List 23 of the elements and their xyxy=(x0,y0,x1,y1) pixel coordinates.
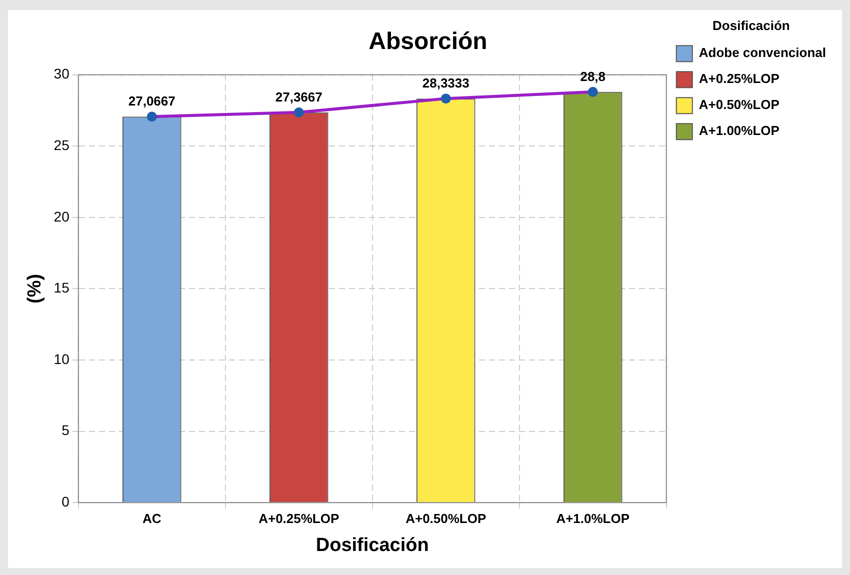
legend-label: Adobe convencional xyxy=(698,45,826,60)
chart-title: Absorción xyxy=(368,28,488,56)
x-tick-label: A+0.25%LOP xyxy=(258,510,340,526)
legend-label: A+0.25%LOP xyxy=(698,71,780,86)
x-tick-label: A+1.0%LOP xyxy=(556,510,630,526)
y-tick-label: 25 xyxy=(54,136,70,153)
x-tick-label: AC xyxy=(142,510,162,526)
x-tick-label: A+0.50%LOP xyxy=(406,510,486,526)
legend-label: A+1.00%LOP xyxy=(698,123,780,138)
y-tick-label: 0 xyxy=(62,493,70,510)
data-label: 27,3667 xyxy=(275,89,322,104)
legend-title: Dosificación xyxy=(712,18,790,34)
y-tick-label: 20 xyxy=(54,208,70,224)
legend-label: A+0.50%LOP xyxy=(698,97,780,112)
y-tick-label: 15 xyxy=(54,280,70,296)
y-tick-label: 30 xyxy=(54,66,70,82)
y-axis-title: (%) xyxy=(24,274,46,304)
data-label: 27,0667 xyxy=(128,94,176,109)
y-tick-label: 10 xyxy=(54,350,70,367)
data-label: 28,3333 xyxy=(422,76,470,91)
data-label: 28,8 xyxy=(580,68,606,84)
x-axis-title: Dosificación xyxy=(316,534,429,556)
y-tick-label: 5 xyxy=(62,422,70,438)
